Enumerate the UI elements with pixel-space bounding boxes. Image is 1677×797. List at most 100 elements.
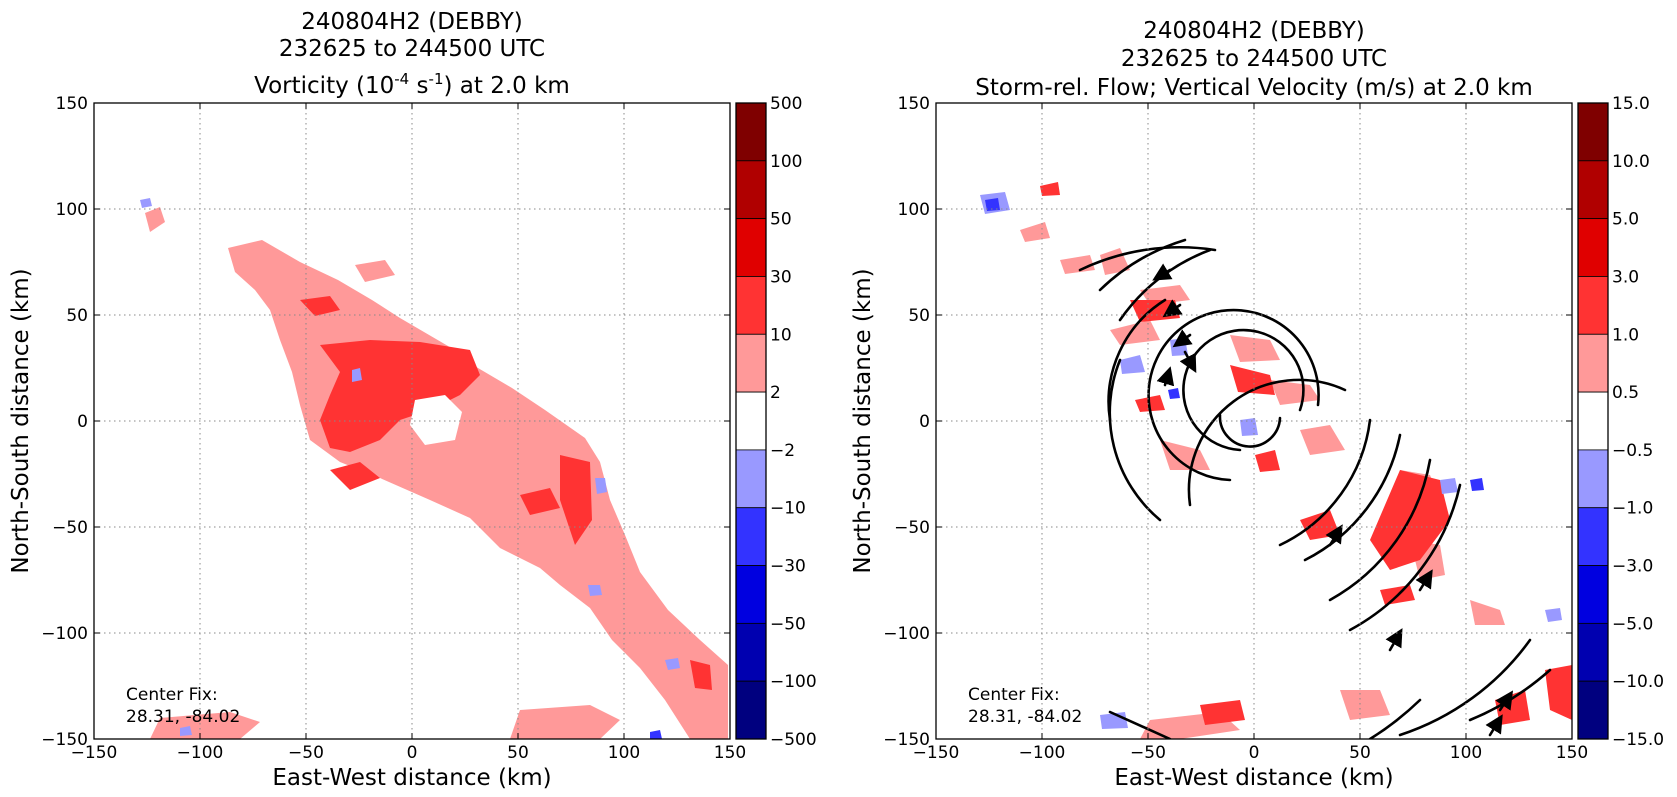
panel1-title-line2: 232625 to 244500 UTC — [279, 36, 545, 62]
colorbar-tick-label: 500 — [770, 94, 802, 114]
colorbar-tick-label: −2 — [770, 441, 795, 461]
colorbar-tick-label: 30 — [770, 267, 792, 287]
colorbar-segment — [1577, 680, 1609, 740]
vorticity-eye-gap — [410, 395, 462, 445]
panel2-x-ticks: −150 −100 −50 0 50 100 150 — [913, 103, 1588, 763]
colorbar-segment — [735, 449, 767, 509]
panel1-title-line3-pre: Vorticity (10 — [254, 73, 394, 99]
colorbar-segment — [735, 102, 767, 162]
y-tick-label: −100 — [883, 624, 930, 644]
panel1-colorbar: 500 100 50 30 10 2 −2 −10 −30 −50 −100 −500 — [735, 94, 817, 750]
panel2-center-fix-label: Center Fix: — [968, 685, 1060, 705]
colorbar-segment — [1577, 622, 1609, 682]
colorbar-tick-label: 10.0 — [1612, 152, 1650, 172]
vertical-velocity-field — [980, 182, 1572, 739]
y-tick-label: 150 — [56, 94, 88, 114]
x-tick-label: 100 — [1450, 743, 1482, 763]
y-tick-label: 50 — [908, 306, 930, 326]
x-tick-label: −50 — [288, 743, 324, 763]
y-tick-label: 0 — [919, 412, 930, 432]
updraft-strong-patches — [1040, 182, 1572, 725]
colorbar-segment — [1577, 333, 1609, 393]
colorbar-tick-label: 15.0 — [1612, 94, 1650, 114]
panel2-center-fix-value: 28.31, -84.02 — [968, 707, 1082, 727]
colorbar-segment — [1577, 102, 1609, 162]
panel2-title-line1: 240804H2 (DEBBY) — [1143, 18, 1365, 44]
colorbar-segment — [735, 565, 767, 624]
colorbar-segment — [735, 218, 767, 277]
y-tick-label: −100 — [41, 624, 88, 644]
vorticity-field — [140, 198, 728, 739]
panel1-x-ticks: −150 −100 −50 0 50 100 150 — [71, 103, 746, 763]
colorbar-segment — [735, 680, 767, 740]
x-tick-label: 0 — [1249, 743, 1260, 763]
panel1-y-axis-label: North-South distance (km) — [8, 268, 34, 573]
y-tick-label: 0 — [77, 412, 88, 432]
x-tick-label: 150 — [1556, 743, 1588, 763]
colorbar-tick-label: −50 — [770, 614, 806, 634]
colorbar-segment — [1577, 276, 1609, 335]
vorticity-strong-negative — [650, 730, 662, 739]
colorbar-tick-label: −0.5 — [1612, 441, 1653, 461]
x-tick-label: 100 — [608, 743, 640, 763]
y-tick-label: 50 — [66, 306, 88, 326]
x-tick-label: −50 — [1130, 743, 1166, 763]
colorbar-segment — [735, 391, 767, 451]
vorticity-band-light — [145, 207, 728, 739]
y-tick-label: −150 — [883, 730, 930, 750]
panel2-title-line2: 232625 to 244500 UTC — [1121, 46, 1387, 72]
x-tick-label: 50 — [1349, 743, 1371, 763]
colorbar-segment — [1577, 160, 1609, 220]
panel1-center-fix-label: Center Fix: — [126, 685, 218, 705]
colorbar-tick-label: −5.0 — [1612, 614, 1653, 634]
colorbar-segment — [1577, 507, 1609, 566]
y-tick-label: −50 — [52, 518, 88, 538]
colorbar-tick-label: −1.0 — [1612, 499, 1653, 519]
colorbar-tick-label: 5.0 — [1612, 210, 1639, 230]
vertical-velocity-panel: 240804H2 (DEBBY) 232625 to 244500 UTC St… — [850, 18, 1664, 791]
colorbar-segment — [1577, 449, 1609, 509]
colorbar-tick-label: 1.0 — [1612, 325, 1639, 345]
colorbar-segment — [735, 507, 767, 566]
colorbar-tick-label: −15.0 — [1612, 730, 1664, 750]
colorbar-tick-label: −100 — [770, 672, 817, 692]
panel1-x-axis-label: East-West distance (km) — [272, 765, 551, 791]
x-tick-label: 150 — [714, 743, 746, 763]
vorticity-panel: 240804H2 (DEBBY) 232625 to 244500 UTC Vo… — [8, 9, 817, 791]
panel2-x-axis-label: East-West distance (km) — [1114, 765, 1393, 791]
colorbar-segment — [1577, 218, 1609, 277]
colorbar-tick-label: 3.0 — [1612, 267, 1639, 287]
panel1-center-fix-value: 28.31, -84.02 — [126, 707, 240, 727]
y-tick-label: 150 — [898, 94, 930, 114]
panel1-title-line3-mid: s — [409, 73, 428, 99]
panel2-colorbar: 15.0 10.0 5.0 3.0 1.0 0.5 −0.5 −1.0 −3.0 −5.0 −10.… — [1577, 94, 1664, 750]
panel2-y-axis-label: North-South distance (km) — [850, 268, 876, 573]
x-tick-label: −150 — [71, 743, 118, 763]
colorbar-segment — [735, 276, 767, 335]
colorbar-segment — [1577, 565, 1609, 624]
y-tick-label: −150 — [41, 730, 88, 750]
x-tick-label: −100 — [1019, 743, 1066, 763]
colorbar-tick-label: −10 — [770, 499, 806, 519]
vorticity-band-strong — [300, 296, 712, 690]
panel2-y-ticks: −150 −100 −50 0 50 100 150 — [883, 94, 1572, 750]
colorbar-tick-label: 0.5 — [1612, 383, 1639, 403]
panel1-title-line3-post: ) at 2.0 km — [444, 73, 570, 99]
colorbar-frame — [735, 102, 767, 740]
storm-relative-streamlines — [1078, 238, 1552, 739]
x-tick-label: 50 — [507, 743, 529, 763]
x-tick-label: 0 — [407, 743, 418, 763]
panel1-title-line3-sup1: -4 — [394, 70, 409, 88]
colorbar-tick-label: −30 — [770, 557, 806, 577]
panel1-title-line1: 240804H2 (DEBBY) — [301, 9, 523, 35]
y-tick-label: −50 — [894, 518, 930, 538]
colorbar-tick-label: 2 — [770, 383, 781, 403]
panel2-title-line3: Storm-rel. Flow; Vertical Velocity (m/s)… — [975, 75, 1533, 101]
panel2-grid — [936, 103, 1572, 739]
colorbar-segment — [735, 160, 767, 220]
panel1-title-line3: Vorticity (10-4 s-1) at 2.0 km — [254, 70, 570, 99]
colorbar-tick-label: 100 — [770, 152, 802, 172]
colorbar-segment — [1577, 391, 1609, 451]
colorbar-tick-label: −500 — [770, 730, 817, 750]
x-tick-label: −150 — [913, 743, 960, 763]
